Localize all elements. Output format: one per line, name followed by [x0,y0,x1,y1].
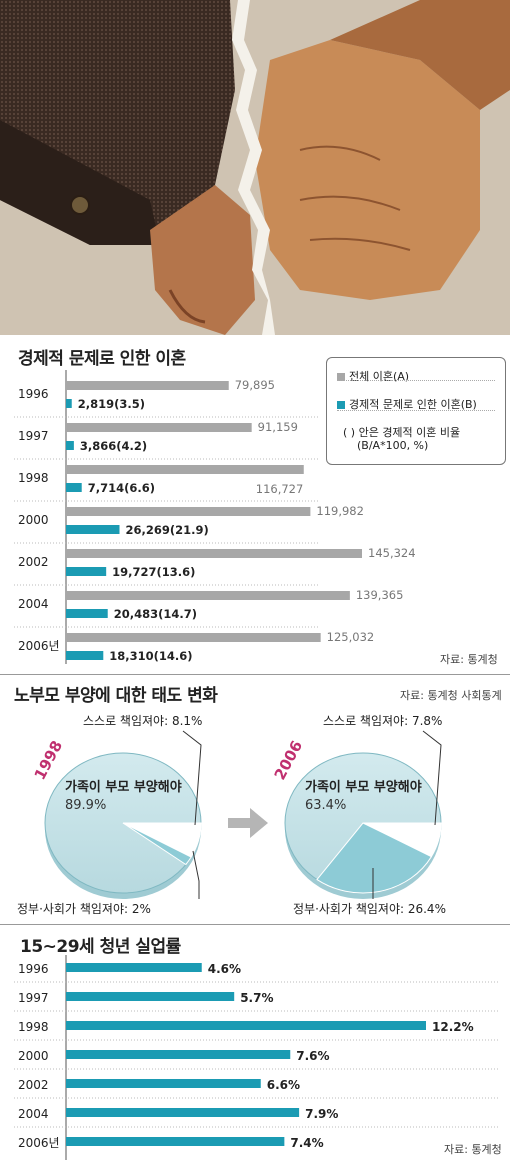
total-divorce-bar [66,507,311,516]
pie-slice-government-responsibility [122,822,192,866]
government-responsibility-label: 정부·사회가 책임져야: 2% [17,901,151,916]
family-support-value: 63.4% [305,798,346,813]
year-label: 1998 [18,471,49,485]
economic-divorce-bar [66,567,107,576]
total-divorce-value-label: 125,032 [327,630,375,644]
legend-economic-label: 경제적 문제로 인한 이혼(B) [349,398,477,411]
family-support-label: 가족이 부모 부양해야 [305,779,422,795]
economic-divorce-bar [66,399,72,408]
total-divorce-bar [66,423,252,432]
year-label: 1997 [18,429,49,443]
pie-year-label: 1998 [31,738,66,783]
unemployment-value-label: 12.2% [432,1020,474,1034]
year-label: 1998 [18,1020,49,1034]
total-divorce-bar [66,465,304,474]
total-divorce-bar [66,549,362,558]
year-label: 2002 [18,555,49,569]
unemployment-bar [66,992,235,1001]
total-divorce-value-label: 91,159 [258,420,298,434]
legend-separator [337,380,495,381]
year-label: 2004 [18,597,49,611]
unemployment-value-label: 6.6% [267,1078,300,1092]
year-label: 2000 [18,513,49,527]
unemployment-bar [66,1079,261,1088]
total-divorce-value-label: 79,895 [235,378,275,392]
year-label: 2006년 [18,1136,60,1150]
year-label: 2000 [18,1049,49,1063]
total-divorce-bar [66,381,229,390]
economic-divorce-value-label: 18,310(14.6) [109,649,192,663]
pie-slice-government-responsibility [316,822,433,894]
total-divorce-value-label: 116,727 [256,482,304,496]
year-label: 1997 [18,991,49,1005]
total-divorce-value-label: 119,982 [316,504,364,518]
year-label: 2004 [18,1107,49,1121]
unemployment-value-label: 5.7% [240,991,273,1005]
economic-divorce-value-label: 3,866(4.2) [80,439,147,453]
unemployment-bar [66,1021,426,1030]
hands-photo [0,0,510,335]
year-label: 2002 [18,1078,49,1092]
divorce-bar-chart: 1996 79,895 2,819(3.5) 1997 91,159 3,866(4.2)… [14,370,416,664]
legend-note-line2: (B/A*100, %) [357,439,429,452]
economic-divorce-bar [66,441,74,450]
divorce-source: 자료: 통계청 [440,653,498,666]
unemployment-value-label: 4.6% [208,962,241,976]
self-responsibility-label: 스스로 책임져야: 8.1% [83,713,202,728]
unemployment-value-label: 7.6% [296,1049,329,1063]
pie-year-label: 2006 [271,738,306,783]
government-callout-line [192,850,200,899]
year-label: 2006년 [18,639,60,653]
change-arrow-icon [228,808,268,838]
unemployment-bar [66,1108,300,1117]
economic-divorce-bar [66,483,82,492]
year-label: 1996 [18,387,49,401]
economic-divorce-value-label: 19,727(13.6) [112,565,195,579]
total-divorce-value-label: 139,365 [356,588,404,602]
economic-divorce-value-label: 20,483(14.7) [114,607,197,621]
family-support-label: 가족이 부모 부양해야 [65,779,182,795]
economic-divorce-value-label: 2,819(3.5) [78,397,145,411]
unemployment-value-label: 7.4% [290,1136,323,1150]
youth-unemployment-title: 15~29세 청년 실업률 [20,937,181,957]
self-callout-line [182,730,202,826]
economic-divorce-value-label: 26,269(21.9) [126,523,209,537]
parent-support-title: 노부모 부양에 대한 태도 변화 [14,686,218,706]
hands-illustration [0,0,510,335]
family-support-value: 89.9% [65,798,106,813]
teal-swatch [337,401,345,409]
total-divorce-bar [66,633,321,642]
economic-divorce-bar [66,651,104,660]
legend-total-label: 전체 이혼(A) [349,370,410,383]
divorce-chart-legend: 전체 이혼(A) 경제적 문제로 인한 이혼(B) ( ) 안은 경제적 이혼 … [326,357,506,465]
unemployment-bar [66,963,202,972]
unemployment-bar [66,1137,285,1146]
section-divider [0,674,510,675]
economic-divorce-value-label: 7,714(6.6) [88,481,155,495]
year-label: 1996 [18,962,49,976]
gray-swatch [337,373,345,381]
unemployment-value-label: 7.9% [305,1107,338,1121]
economic-divorce-bar [66,609,108,618]
legend-item-total: 전체 이혼(A) [337,368,409,384]
economic-divorce-bar [66,525,120,534]
government-responsibility-label: 정부·사회가 책임져야: 26.4% [293,901,446,916]
parent-support-source: 자료: 통계청 사회통계 [400,689,502,702]
total-divorce-value-label: 145,324 [368,546,416,560]
legend-note-line1: ( ) 안은 경제적 이혼 비율 [343,426,461,439]
total-divorce-bar [66,591,350,600]
legend-item-economic: 경제적 문제로 인한 이혼(B) [337,396,477,412]
legend-separator [337,410,495,411]
youth-unemployment-bar-chart: 1996 4.6% 1997 5.7% 1998 12.2% 2000 7.6% 2002 6.6… [14,955,500,1160]
youth-source: 자료: 통계청 [444,1143,502,1156]
unemployment-bar [66,1050,291,1059]
section-divider [0,924,510,925]
divorce-chart-title: 경제적 문제로 인한 이혼 [18,349,186,369]
self-callout-line [422,730,442,826]
self-responsibility-label: 스스로 책임져야: 7.8% [323,713,442,728]
